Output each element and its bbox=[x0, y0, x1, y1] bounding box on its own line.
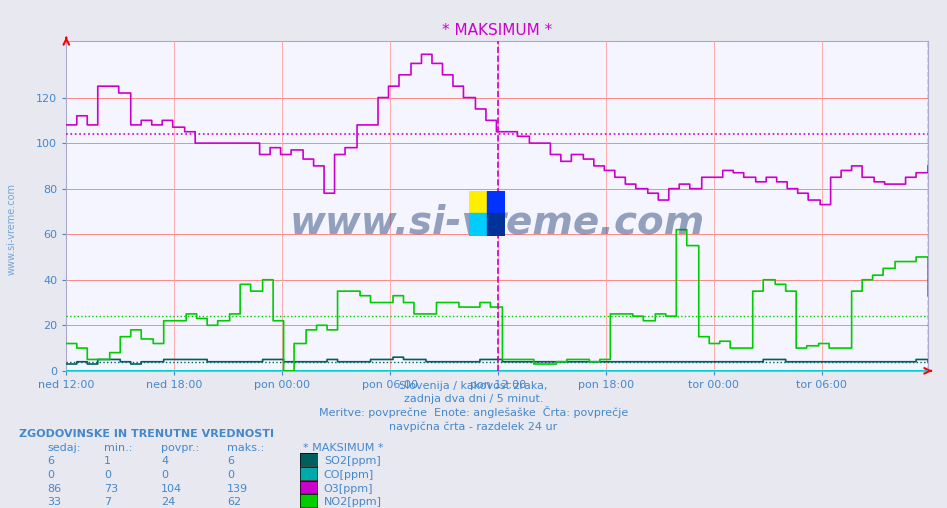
Text: zadnja dva dni / 5 minut.: zadnja dva dni / 5 minut. bbox=[403, 394, 544, 404]
Text: povpr.:: povpr.: bbox=[161, 442, 199, 453]
Text: sedaj:: sedaj: bbox=[47, 442, 80, 453]
Text: 1: 1 bbox=[104, 456, 111, 466]
Text: 62: 62 bbox=[227, 497, 241, 507]
Text: 6: 6 bbox=[47, 456, 54, 466]
Text: 0: 0 bbox=[104, 470, 111, 480]
Text: CO[ppm]: CO[ppm] bbox=[324, 470, 374, 480]
Text: Meritve: povprečne  Enote: anglešaške  Črta: povprečje: Meritve: povprečne Enote: anglešaške Črt… bbox=[319, 406, 628, 418]
Text: SO2[ppm]: SO2[ppm] bbox=[324, 456, 381, 466]
Text: 7: 7 bbox=[104, 497, 112, 507]
Bar bbox=[469, 190, 487, 213]
Text: 6: 6 bbox=[227, 456, 234, 466]
Text: navpična črta - razdelek 24 ur: navpična črta - razdelek 24 ur bbox=[389, 421, 558, 432]
Text: * MAKSIMUM *: * MAKSIMUM * bbox=[303, 442, 384, 453]
Text: 86: 86 bbox=[47, 484, 62, 494]
Text: 104: 104 bbox=[161, 484, 182, 494]
Text: Slovenija / kakovost zraka,: Slovenija / kakovost zraka, bbox=[400, 380, 547, 391]
Text: www.si-vreme.com: www.si-vreme.com bbox=[290, 203, 705, 241]
Text: www.si-vreme.com: www.si-vreme.com bbox=[7, 182, 16, 275]
Bar bbox=[487, 213, 505, 236]
Text: maks.:: maks.: bbox=[227, 442, 264, 453]
Text: 0: 0 bbox=[161, 470, 168, 480]
Text: 24: 24 bbox=[161, 497, 175, 507]
Text: NO2[ppm]: NO2[ppm] bbox=[324, 497, 382, 507]
Text: 73: 73 bbox=[104, 484, 118, 494]
Text: 0: 0 bbox=[47, 470, 54, 480]
Text: ZGODOVINSKE IN TRENUTNE VREDNOSTI: ZGODOVINSKE IN TRENUTNE VREDNOSTI bbox=[19, 429, 274, 439]
Text: O3[ppm]: O3[ppm] bbox=[324, 484, 373, 494]
Bar bbox=[469, 213, 487, 236]
Bar bbox=[487, 190, 505, 213]
Text: 139: 139 bbox=[227, 484, 248, 494]
Text: min.:: min.: bbox=[104, 442, 133, 453]
Text: 33: 33 bbox=[47, 497, 62, 507]
Title: * MAKSIMUM *: * MAKSIMUM * bbox=[442, 23, 552, 38]
Text: 4: 4 bbox=[161, 456, 169, 466]
Text: 0: 0 bbox=[227, 470, 234, 480]
